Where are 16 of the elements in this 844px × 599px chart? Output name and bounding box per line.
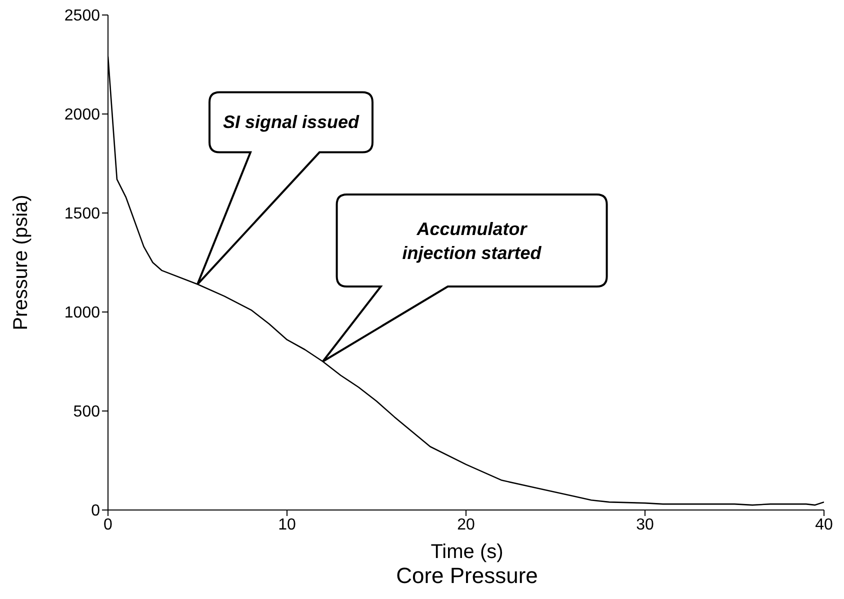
y-tick-label: 500 [73,404,100,421]
y-tick-label: 2000 [64,106,100,124]
x-tick-label: 40 [815,516,833,534]
x-tick-label: 30 [636,516,654,534]
x-tick-label: 20 [457,516,475,534]
annotation: Accumulator injection started [401,218,542,265]
y-axis-title: Pressure (psia) [10,194,32,330]
text: Core Pressure [395,563,539,588]
y-tick-label: 1000 [64,304,100,322]
y-tick-label: 1500 [64,206,100,223]
x-tick-label: 0 [104,516,113,534]
x-axis-title: Time (s) [430,540,504,564]
annotation: SI signal issued [222,111,360,134]
y-tick-label: 0 [91,502,100,520]
x-tick-label: 10 [278,516,296,534]
y-tick-label: 2500 [64,8,100,25]
